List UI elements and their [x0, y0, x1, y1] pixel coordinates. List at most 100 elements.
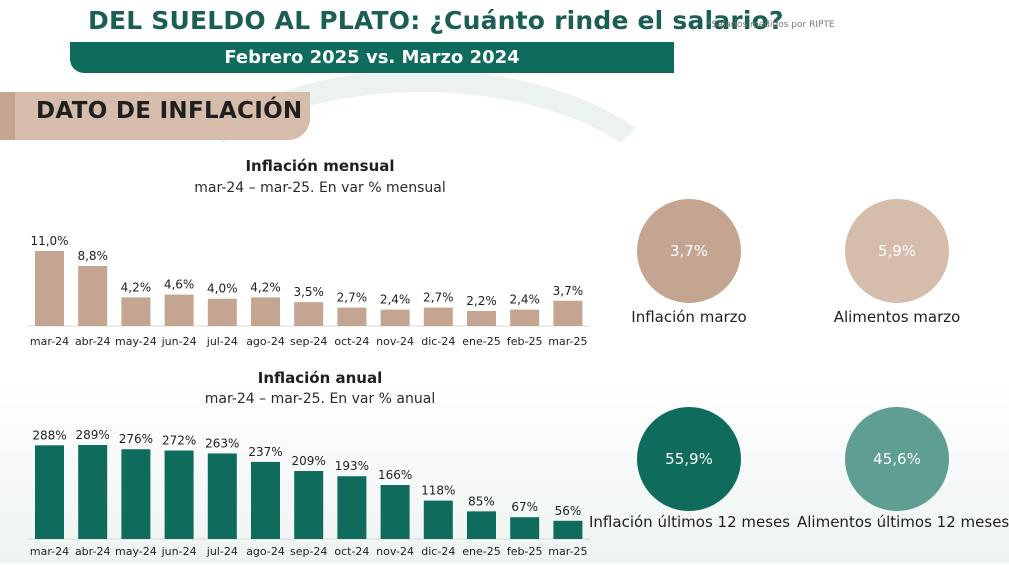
data-label: 193% [335, 459, 369, 473]
data-label: 8,8% [77, 249, 108, 263]
x-tick-label: dic-24 [421, 335, 455, 348]
bar-ene-25 [467, 311, 496, 326]
bar-may-24 [121, 297, 151, 326]
bar-feb-25 [510, 517, 540, 539]
kpi-circle-inflation-12m: 55,9% [637, 407, 741, 511]
kpi-circle-inflation-march: 3,7% [637, 199, 741, 303]
bar-abr-24 [78, 266, 108, 326]
annual-chart-subtitle: mar-24 – mar-25. En var % anual [204, 391, 436, 407]
monthly-chart-subtitle: mar-24 – mar-25. En var % mensual [194, 180, 446, 196]
x-tick-label: mar-24 [30, 545, 69, 558]
x-tick-label: ene-25 [462, 545, 500, 558]
data-label: 209% [292, 454, 326, 468]
kpi-value: 3,7% [669, 242, 709, 260]
subtitle-text: Febrero 2025 vs. Marzo 2024 [224, 47, 520, 68]
data-label: 2,4% [509, 293, 540, 307]
data-label: 4,0% [207, 282, 238, 296]
page-title: DEL SUELDO AL PLATO: ¿Cuánto rinde el sa… [88, 6, 784, 35]
x-tick-label: sep-24 [290, 545, 327, 558]
x-tick-label: sep-24 [290, 335, 327, 348]
bar-feb-25 [510, 309, 540, 326]
bar-jul-24 [207, 298, 237, 326]
bar-mar-25 [553, 300, 583, 326]
section-tab-inner [15, 92, 310, 140]
bar-mar-25 [553, 520, 583, 539]
bar-nov-24 [380, 309, 410, 326]
data-label: 288% [32, 428, 66, 442]
data-label: 11,0% [30, 234, 68, 248]
x-tick-label: jul-24 [206, 545, 238, 558]
data-label: 2,2% [466, 294, 497, 308]
bar-dic-24 [423, 500, 453, 539]
bar-may-24 [121, 449, 151, 539]
kpi-label: Inflación últimos 12 meses [589, 513, 791, 531]
data-label: 118% [421, 484, 455, 498]
kpi-label: Alimentos marzo [833, 308, 961, 326]
x-tick-label: ago-24 [246, 335, 285, 348]
data-label: 2,7% [337, 291, 368, 305]
data-label: 263% [205, 436, 239, 450]
kpi-circle-food-march: 5,9% [845, 199, 949, 303]
data-label: 289% [76, 428, 110, 442]
footnote: *Salarios medidos por RIPTE [707, 20, 835, 30]
bar-oct-24 [337, 307, 367, 326]
bar-sep-24 [294, 302, 324, 326]
x-tick-label: feb-25 [507, 335, 543, 348]
data-label: 3,7% [553, 284, 584, 298]
bar-jul-24 [207, 453, 237, 539]
annual-inflation-chart: 288% mar-24 289% abr-24 276% may-24 272% jun-24… [27, 428, 591, 558]
data-label: 166% [378, 468, 412, 482]
subtitle-banner: Febrero 2025 vs. Marzo 2024 [70, 42, 674, 73]
x-tick-label: ago-24 [246, 545, 285, 558]
bar-jun-24 [164, 294, 194, 326]
data-label: 2,7% [423, 291, 454, 305]
bar-mar-24 [35, 445, 64, 539]
monthly-chart-title: Inflación mensual [245, 157, 395, 175]
bar-ene-25 [467, 511, 496, 539]
bar-jun-24 [164, 450, 194, 539]
x-tick-label: mar-25 [548, 545, 587, 558]
x-tick-label: dic-24 [421, 545, 455, 558]
data-label: 56% [555, 504, 582, 518]
data-label: 85% [468, 494, 495, 508]
data-label: 2,4% [380, 293, 411, 307]
x-tick-label: mar-24 [30, 335, 69, 348]
data-label: 272% [162, 434, 196, 448]
data-label: 4,6% [164, 278, 195, 292]
data-label: 237% [248, 445, 282, 459]
bar-ago-24 [251, 461, 280, 539]
monthly-inflation-chart: 11,0% mar-24 8,8% abr-24 4,2% may-24 4,6% jun-2… [27, 234, 591, 348]
x-tick-label: nov-24 [376, 545, 414, 558]
x-tick-label: oct-24 [334, 545, 369, 558]
x-tick-label: mar-25 [548, 335, 587, 348]
kpi-label: Alimentos últimos 12 meses [797, 513, 1009, 531]
x-tick-label: may-24 [115, 545, 157, 558]
x-tick-label: feb-25 [507, 545, 543, 558]
x-tick-label: jun-24 [161, 545, 197, 558]
kpi-value: 55,9% [665, 450, 713, 468]
bar-mar-24 [35, 251, 64, 326]
annual-chart-title: Inflación anual [257, 369, 383, 387]
kpi-value: 45,6% [873, 450, 921, 468]
x-tick-label: may-24 [115, 335, 157, 348]
bar-ago-24 [251, 297, 280, 326]
bar-oct-24 [337, 476, 367, 539]
kpi-circle-food-12m: 45,6% [845, 407, 949, 511]
x-tick-label: abr-24 [75, 335, 111, 348]
x-tick-label: jul-24 [206, 335, 238, 348]
data-label: 67% [511, 500, 538, 514]
section-title: DATO DE INFLACIÓN [36, 98, 303, 124]
x-tick-label: jun-24 [161, 335, 197, 348]
data-label: 276% [119, 432, 153, 446]
x-tick-label: abr-24 [75, 545, 111, 558]
section-tab [0, 92, 310, 140]
bar-dic-24 [423, 307, 453, 326]
bar-nov-24 [380, 485, 410, 539]
data-label: 4,2% [250, 280, 281, 294]
x-tick-label: nov-24 [376, 335, 414, 348]
data-label: 3,5% [293, 285, 324, 299]
bar-sep-24 [294, 471, 324, 539]
data-label: 4,2% [121, 280, 152, 294]
x-tick-label: oct-24 [334, 335, 369, 348]
bar-abr-24 [78, 445, 108, 539]
